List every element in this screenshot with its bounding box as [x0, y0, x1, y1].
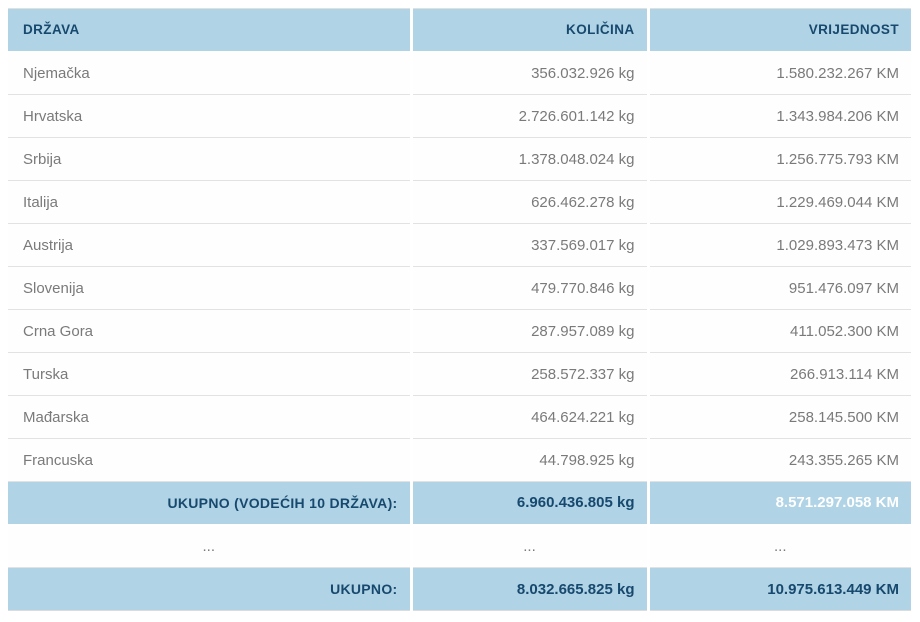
country-cell: Crna Gora [8, 309, 411, 353]
table-row: Austrija 337.569.017 kg 1.029.893.473 KM [8, 223, 911, 267]
value-cell: 266.913.114 KM [646, 352, 911, 396]
value-cell: 951.476.097 KM [646, 266, 911, 310]
country-cell: Mađarska [8, 395, 411, 439]
country-cell: Njemačka [8, 51, 411, 95]
subtotal-kolicina: 6.960.436.805 kg [409, 481, 648, 526]
table-row: Hrvatska 2.726.601.142 kg 1.343.984.206 KM [8, 94, 911, 138]
table-header-row: DRŽAVA KOLIČINA VRIJEDNOST [8, 8, 911, 53]
subtotal-vrijednost: 8.571.297.058 KM [646, 481, 911, 526]
subtotal-label: UKUPNO (VODEĆIH 10 DRŽAVA): [8, 481, 411, 526]
countries-trade-table: DRŽAVA KOLIČINA VRIJEDNOST Njemačka 356.0… [8, 8, 911, 611]
table-row: Italija 626.462.278 kg 1.229.469.044 KM [8, 180, 911, 224]
value-cell: 1.580.232.267 KM [646, 51, 911, 95]
value-cell: 1.029.893.473 KM [646, 223, 911, 267]
quantity-cell: 337.569.017 kg [409, 223, 648, 267]
ellipsis-vrijednost: ... [646, 524, 911, 568]
table-body: Njemačka 356.032.926 kg 1.580.232.267 KM Hr… [8, 51, 911, 482]
ellipsis-kolicina: ... [409, 524, 648, 568]
quantity-cell: 1.378.048.024 kg [409, 137, 648, 181]
quantity-cell: 626.462.278 kg [409, 180, 648, 224]
value-cell: 1.229.469.044 KM [646, 180, 911, 224]
quantity-cell: 287.957.089 kg [409, 309, 648, 353]
country-cell: Francuska [8, 438, 411, 482]
value-cell: 411.052.300 KM [646, 309, 911, 353]
country-cell: Slovenija [8, 266, 411, 310]
quantity-cell: 464.624.221 kg [409, 395, 648, 439]
table-row: Njemačka 356.032.926 kg 1.580.232.267 KM [8, 51, 911, 95]
quantity-cell: 479.770.846 kg [409, 266, 648, 310]
total-label: UKUPNO: [8, 567, 411, 611]
quantity-cell: 356.032.926 kg [409, 51, 648, 95]
total-kolicina: 8.032.665.825 kg [409, 567, 648, 611]
value-cell: 243.355.265 KM [646, 438, 911, 482]
total-row: UKUPNO: 8.032.665.825 kg 10.975.613.449 … [8, 567, 911, 611]
column-header-vrijednost: VRIJEDNOST [646, 8, 911, 53]
ellipsis-drzava: ... [8, 524, 411, 568]
value-cell: 1.343.984.206 KM [646, 94, 911, 138]
table-row: Turska 258.572.337 kg 266.913.114 KM [8, 352, 911, 396]
table-row: Francuska 44.798.925 kg 243.355.265 KM [8, 438, 911, 482]
quantity-cell: 2.726.601.142 kg [409, 94, 648, 138]
subtotal-row: UKUPNO (VODEĆIH 10 DRŽAVA): 6.960.436.80… [8, 481, 911, 526]
quantity-cell: 44.798.925 kg [409, 438, 648, 482]
value-cell: 258.145.500 KM [646, 395, 911, 439]
country-cell: Hrvatska [8, 94, 411, 138]
quantity-cell: 258.572.337 kg [409, 352, 648, 396]
table-row: Crna Gora 287.957.089 kg 411.052.300 KM [8, 309, 911, 353]
country-cell: Austrija [8, 223, 411, 267]
table-row: Slovenija 479.770.846 kg 951.476.097 KM [8, 266, 911, 310]
country-cell: Srbija [8, 137, 411, 181]
table-row: Srbija 1.378.048.024 kg 1.256.775.793 KM [8, 137, 911, 181]
total-vrijednost: 10.975.613.449 KM [646, 567, 911, 611]
table-row: Mađarska 464.624.221 kg 258.145.500 KM [8, 395, 911, 439]
country-cell: Italija [8, 180, 411, 224]
column-header-drzava: DRŽAVA [8, 8, 411, 53]
column-header-kolicina: KOLIČINA [409, 8, 648, 53]
country-cell: Turska [8, 352, 411, 396]
ellipsis-row: ... ... ... [8, 524, 911, 568]
value-cell: 1.256.775.793 KM [646, 137, 911, 181]
